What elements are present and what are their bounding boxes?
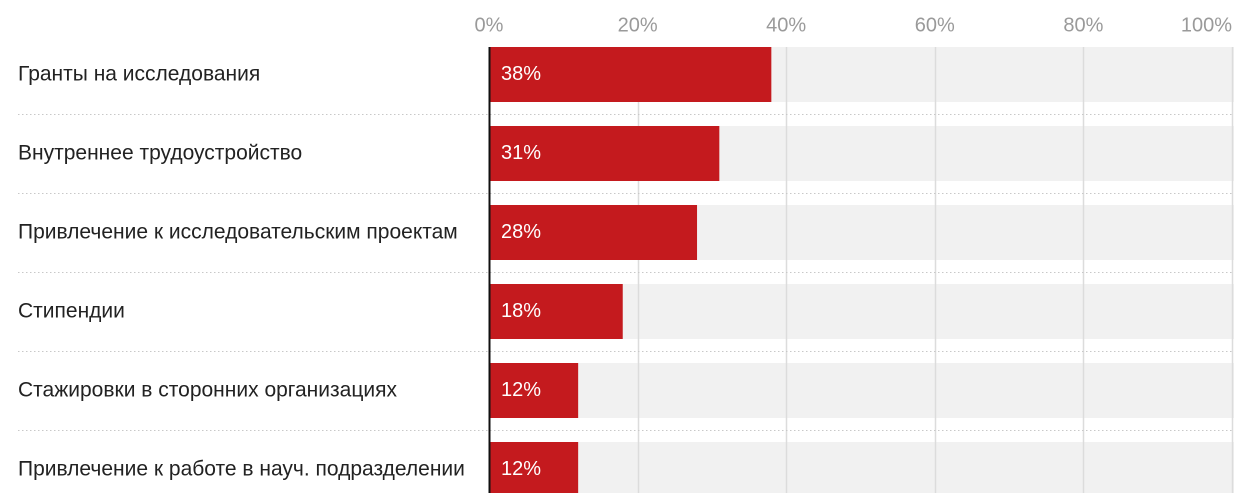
bar [489, 47, 772, 102]
track-layer [489, 47, 1234, 497]
category-label: Внутреннее трудоустройство [18, 141, 302, 164]
category-label: Стипендии [18, 299, 125, 322]
category-label: Привлечение к работе в науч. подразделен… [18, 457, 465, 480]
value-label: 38% [501, 63, 541, 85]
tick-label: 40% [766, 14, 806, 36]
value-label: 12% [501, 458, 541, 480]
bar-track [489, 363, 1234, 418]
tick-label: 0% [475, 14, 504, 36]
value-label-layer: 38% 31% 28% 18% 12% 12% [501, 63, 541, 480]
bar [489, 126, 720, 181]
tick-label: 20% [618, 14, 658, 36]
value-label: 18% [501, 300, 541, 322]
category-label-layer: Гранты на исследования Внутреннее трудоус… [18, 62, 465, 480]
category-label: Привлечение к исследовательским проектам [18, 220, 458, 243]
tick-label: 100% [1181, 14, 1232, 36]
category-label: Стажировки в сторонних организациях [18, 378, 397, 401]
gridline-layer [637, 47, 1234, 493]
bar-layer [489, 47, 772, 497]
category-label: Гранты на исследования [18, 62, 260, 85]
bar-track [489, 442, 1234, 497]
value-label: 28% [501, 221, 541, 243]
bar [489, 442, 579, 497]
bar [489, 363, 579, 418]
row-separator-layer [18, 114, 1234, 431]
bar [489, 284, 623, 339]
bar [489, 205, 698, 260]
tick-label-layer: 0% 20% 40% 60% 80% 100% [475, 14, 1233, 36]
tick-label: 60% [915, 14, 955, 36]
tick-label: 80% [1063, 14, 1103, 36]
value-label: 12% [501, 379, 541, 401]
value-label: 31% [501, 142, 541, 164]
